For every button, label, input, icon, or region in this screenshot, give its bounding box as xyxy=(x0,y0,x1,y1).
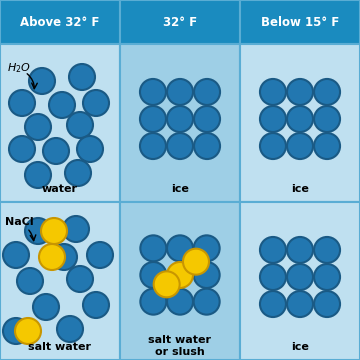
Bar xyxy=(0,44,120,202)
Circle shape xyxy=(25,162,51,188)
Circle shape xyxy=(49,92,75,118)
Circle shape xyxy=(83,90,109,116)
Circle shape xyxy=(194,289,220,315)
Circle shape xyxy=(29,68,55,94)
Circle shape xyxy=(167,106,193,132)
Bar xyxy=(240,202,360,360)
Circle shape xyxy=(287,133,313,159)
Circle shape xyxy=(287,237,313,263)
Circle shape xyxy=(57,316,83,342)
Circle shape xyxy=(3,318,29,344)
Circle shape xyxy=(63,216,89,242)
Circle shape xyxy=(260,133,286,159)
Circle shape xyxy=(15,318,41,344)
Circle shape xyxy=(9,90,35,116)
Circle shape xyxy=(194,106,220,132)
Bar xyxy=(240,0,360,44)
Circle shape xyxy=(194,79,220,105)
Circle shape xyxy=(140,289,166,315)
Text: ice: ice xyxy=(291,184,309,194)
Circle shape xyxy=(9,136,35,162)
Circle shape xyxy=(140,133,166,159)
Circle shape xyxy=(140,235,166,261)
Circle shape xyxy=(167,289,193,315)
Text: Below 15° F: Below 15° F xyxy=(261,15,339,28)
Circle shape xyxy=(69,64,95,90)
Circle shape xyxy=(287,79,313,105)
Text: salt water: salt water xyxy=(149,335,212,345)
Circle shape xyxy=(314,237,340,263)
Circle shape xyxy=(260,264,286,290)
Circle shape xyxy=(25,218,51,244)
Bar xyxy=(120,202,240,360)
Circle shape xyxy=(194,133,220,159)
Text: 32° F: 32° F xyxy=(163,15,197,28)
Circle shape xyxy=(3,242,29,268)
Circle shape xyxy=(167,262,193,288)
Circle shape xyxy=(67,266,93,292)
Bar xyxy=(0,202,120,360)
Circle shape xyxy=(167,235,193,261)
Circle shape xyxy=(260,79,286,105)
Circle shape xyxy=(33,294,59,320)
Bar xyxy=(0,0,120,44)
Text: NaCl: NaCl xyxy=(5,217,33,227)
Bar xyxy=(120,44,240,202)
Text: ice: ice xyxy=(291,342,309,352)
Circle shape xyxy=(167,79,193,105)
Circle shape xyxy=(65,160,91,186)
Circle shape xyxy=(83,292,109,318)
Circle shape xyxy=(314,106,340,132)
Circle shape xyxy=(77,136,103,162)
Circle shape xyxy=(314,264,340,290)
Circle shape xyxy=(140,106,166,132)
Circle shape xyxy=(87,242,113,268)
Circle shape xyxy=(183,249,209,275)
Circle shape xyxy=(43,138,69,164)
Circle shape xyxy=(39,244,65,270)
Circle shape xyxy=(287,264,313,290)
Circle shape xyxy=(25,114,51,140)
Text: salt water: salt water xyxy=(28,342,91,352)
Circle shape xyxy=(17,268,43,294)
Text: water: water xyxy=(42,184,78,194)
Bar xyxy=(240,44,360,202)
Circle shape xyxy=(51,244,77,270)
Text: ice: ice xyxy=(171,184,189,194)
Bar xyxy=(120,0,240,44)
Circle shape xyxy=(260,106,286,132)
Circle shape xyxy=(41,218,67,244)
Circle shape xyxy=(287,291,313,317)
Circle shape xyxy=(314,79,340,105)
Circle shape xyxy=(194,235,220,261)
Circle shape xyxy=(260,237,286,263)
Circle shape xyxy=(314,291,340,317)
Circle shape xyxy=(260,291,286,317)
Circle shape xyxy=(194,262,220,288)
Text: Above 32° F: Above 32° F xyxy=(20,15,100,28)
Circle shape xyxy=(167,133,193,159)
Circle shape xyxy=(314,133,340,159)
Circle shape xyxy=(287,106,313,132)
Circle shape xyxy=(67,112,93,138)
Circle shape xyxy=(140,262,166,288)
Circle shape xyxy=(154,271,180,297)
Text: or slush: or slush xyxy=(155,347,205,357)
Circle shape xyxy=(140,79,166,105)
Text: $H_2O$: $H_2O$ xyxy=(7,61,31,75)
